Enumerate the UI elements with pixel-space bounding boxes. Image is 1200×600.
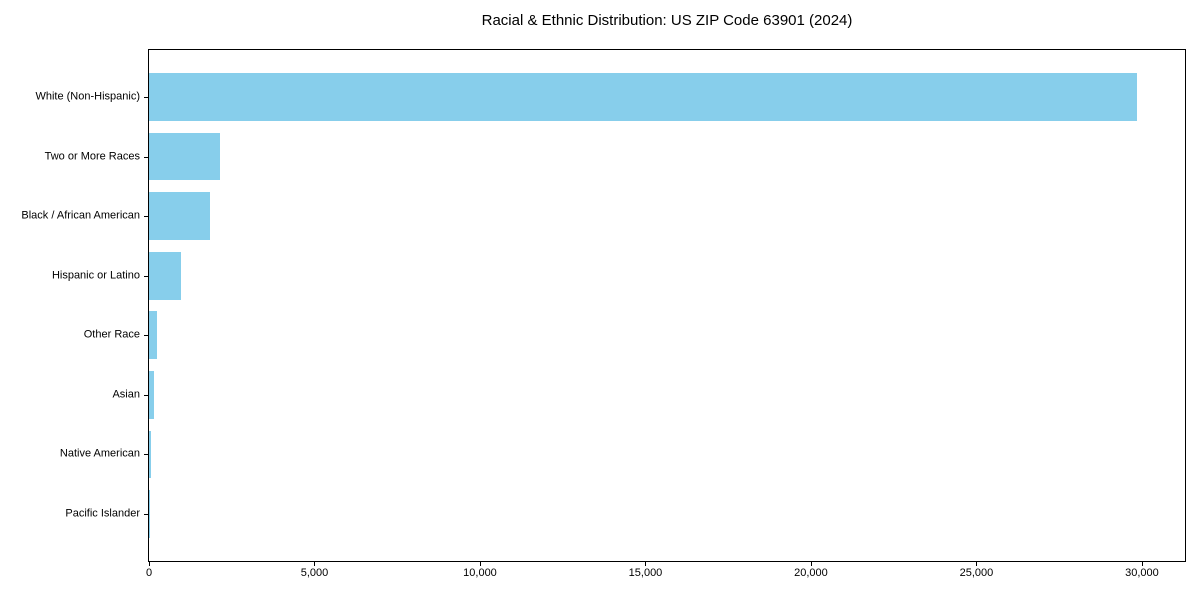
- x-tick-label: 5,000: [300, 567, 329, 579]
- x-tick-label: 25,000: [959, 567, 994, 579]
- bar-black-african-american: [149, 192, 210, 240]
- x-tick-mark: [1141, 561, 1143, 566]
- y-tick-label-hispanic-or-latino: Hispanic or Latino: [51, 269, 140, 282]
- y-tick-mark: [144, 216, 149, 218]
- y-tick-label-asian: Asian: [112, 388, 140, 401]
- bar-native-american: [149, 430, 152, 479]
- x-tick-mark: [645, 561, 647, 566]
- bar-white-non-hispanic: [149, 73, 1137, 121]
- y-tick-mark: [144, 335, 149, 337]
- y-tick-mark: [144, 97, 149, 98]
- y-tick-mark: [144, 275, 149, 277]
- x-tick-label: 0: [145, 567, 153, 579]
- bar-two-or-more-races: [149, 132, 220, 181]
- x-tick-label: 10,000: [463, 567, 497, 579]
- bar-hispanic-or-latino: [149, 251, 181, 300]
- y-tick-mark: [144, 156, 149, 158]
- x-tick-mark: [314, 561, 316, 566]
- bar-other-race: [149, 311, 157, 360]
- x-tick-mark: [479, 561, 481, 566]
- x-tick-label: 20,000: [794, 567, 828, 579]
- y-tick-mark: [144, 454, 149, 456]
- y-tick-label-native-american: Native American: [59, 447, 140, 460]
- plot-area: [148, 49, 1186, 562]
- y-tick-mark: [144, 394, 149, 396]
- chart-title: Racial & Ethnic Distribution: US ZIP Cod…: [481, 12, 853, 29]
- x-tick-mark: [149, 561, 150, 566]
- y-tick-label-white-non-hispanic: White (Non-Hispanic): [35, 90, 140, 103]
- x-tick-label: 30,000: [1125, 567, 1159, 579]
- y-tick-label-pacific-islander: Pacific Islander: [65, 507, 140, 520]
- y-tick-mark: [144, 513, 149, 515]
- x-tick-label: 15,000: [628, 567, 663, 579]
- x-tick-mark: [810, 561, 812, 566]
- x-tick-mark: [976, 561, 978, 566]
- y-tick-label-other-race: Other Race: [83, 328, 140, 341]
- y-tick-label-two-or-more-races: Two or More Races: [44, 150, 140, 163]
- y-tick-label-black-african-american: Black / African American: [21, 209, 140, 222]
- bar-asian: [149, 371, 155, 419]
